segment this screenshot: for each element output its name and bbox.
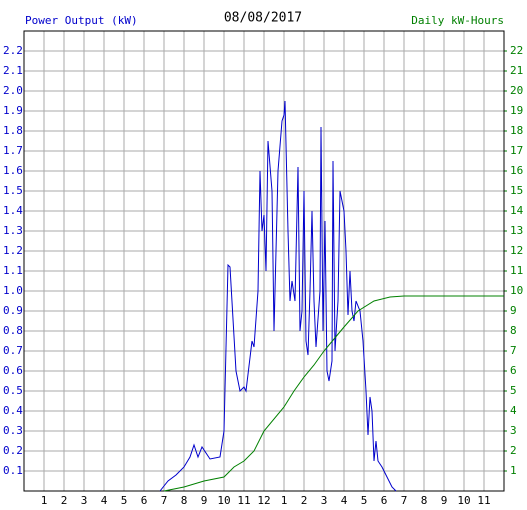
x-tick-label: 6 [141,494,148,507]
y2-tick-label: 21 [510,64,523,77]
y2-tick-label: 8 [510,324,517,337]
y-tick-label: 0.1 [3,464,23,477]
y-tick-label: 1.9 [3,104,23,117]
y-tick-label: 1.3 [3,224,23,237]
y2-tick-label: 15 [510,184,523,197]
y2-tick-label: 2 [510,444,517,457]
y2-tick-label: 14 [510,204,524,217]
y-tick-label: 0.4 [3,404,23,417]
y2-tick-label: 12 [510,244,523,257]
y2-tick-label: 3 [510,424,517,437]
y-tick-label: 0.2 [3,444,23,457]
y2-tick-label: 19 [510,104,523,117]
y2-tick-label: 7 [510,344,517,357]
y-tick-label: 1.6 [3,164,23,177]
x-tick-label: 4 [341,494,348,507]
x-tick-label: 3 [321,494,328,507]
y-tick-label: 1.1 [3,264,23,277]
x-tick-label: 2 [301,494,308,507]
y2-tick-label: 22 [510,44,523,57]
chart-title: 08/08/2017 [224,11,302,26]
y2-tick-label: 18 [510,124,523,137]
x-tick-label: 6 [381,494,388,507]
x-tick-label: 5 [361,494,368,507]
y2-tick-label: 4 [510,404,517,417]
y2-tick-label: 11 [510,264,523,277]
y-axis-title: Power Output (kW) [25,14,138,27]
x-tick-label: 9 [201,494,208,507]
x-tick-label: 10 [457,494,470,507]
y-tick-label: 1.5 [3,184,23,197]
y2-tick-label: 17 [510,144,523,157]
y2-tick-label: 6 [510,364,517,377]
x-tick-label: 1 [281,494,288,507]
y-tick-label: 2.0 [3,84,23,97]
x-tick-label: 11 [237,494,250,507]
y2-tick-label: 16 [510,164,523,177]
y2-tick-label: 10 [510,284,523,297]
y-tick-label: 1.8 [3,124,23,137]
y2-tick-label: 20 [510,84,523,97]
x-tick-label: 8 [421,494,428,507]
x-tick-label: 8 [181,494,188,507]
y-tick-label: 2.1 [3,64,23,77]
x-tick-label: 10 [217,494,230,507]
y-tick-label: 0.6 [3,364,23,377]
x-tick-label: 11 [477,494,490,507]
x-tick-label: 7 [401,494,408,507]
x-tick-label: 9 [441,494,448,507]
y-tick-label: 1.4 [3,204,23,217]
x-tick-label: 5 [121,494,128,507]
y2-tick-label: 1 [510,464,517,477]
y2-axis-title: Daily kW-Hours [411,14,504,27]
y-tick-label: 0.7 [3,344,23,357]
y-tick-label: 1.2 [3,244,23,257]
y2-tick-label: 9 [510,304,517,317]
y-tick-label: 0.3 [3,424,23,437]
x-tick-label: 3 [81,494,88,507]
y-tick-label: 0.8 [3,324,23,337]
y-tick-label: 0.5 [3,384,23,397]
series-line [163,295,504,492]
x-tick-label: 12 [257,494,270,507]
y2-tick-label: 13 [510,224,523,237]
y-tick-label: 1.7 [3,144,23,157]
y2-tick-label: 5 [510,384,517,397]
y-tick-label: 0.9 [3,304,23,317]
plot-border [23,30,505,492]
x-tick-label: 7 [161,494,168,507]
x-tick-label: 4 [101,494,108,507]
y-tick-label: 2.2 [3,44,23,57]
x-tick-label: 2 [61,494,68,507]
x-tick-label: 1 [41,494,48,507]
y-tick-label: 1.0 [3,284,23,297]
series-line [159,100,397,492]
